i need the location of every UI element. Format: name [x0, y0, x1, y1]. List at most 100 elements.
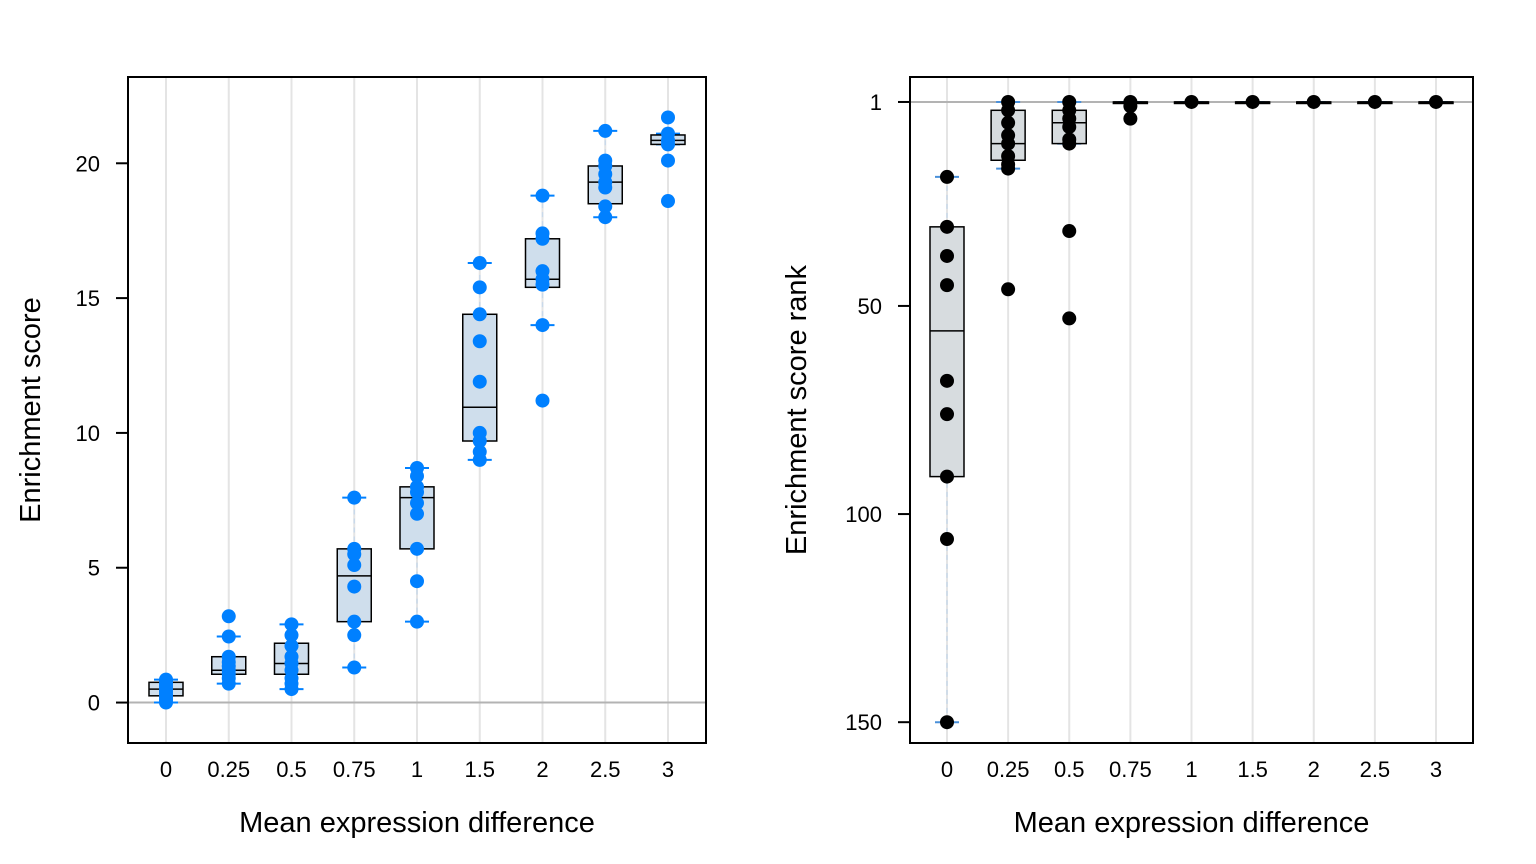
x-tick-label: 0.5 [1054, 757, 1085, 782]
data-point [347, 541, 362, 556]
data-point [284, 628, 299, 643]
data-point [347, 660, 362, 675]
data-point [472, 425, 487, 440]
x-tick-label: 0 [941, 757, 953, 782]
data-point [661, 153, 675, 168]
data-point [598, 153, 613, 168]
x-tick-label: 0.25 [207, 757, 250, 782]
data-point [284, 617, 299, 632]
data-point [347, 579, 362, 594]
x-tick-label: 3 [1430, 757, 1442, 782]
data-point [1184, 94, 1199, 109]
x-tick-label: 1 [411, 757, 423, 782]
data-point [598, 210, 613, 225]
data-point [347, 614, 362, 629]
x-tick-label: 0.25 [987, 757, 1030, 782]
data-point [1123, 111, 1138, 126]
data-point [940, 469, 954, 484]
data-point [661, 110, 675, 125]
data-point [410, 574, 424, 589]
y-tick-label: 20 [76, 151, 100, 176]
data-point [410, 541, 424, 556]
data-point [1429, 94, 1443, 109]
y-tick-label: 1 [870, 90, 882, 115]
data-point [661, 194, 675, 209]
data-point [1062, 119, 1077, 134]
data-point [472, 334, 487, 349]
data-point [284, 638, 299, 653]
data-point [472, 307, 487, 322]
data-point [347, 490, 362, 505]
y-tick-label: 15 [76, 286, 100, 311]
data-point [1001, 282, 1016, 297]
x-tick-label: 0.75 [1109, 757, 1152, 782]
x-tick-label: 0.75 [333, 757, 376, 782]
box-iqr [929, 226, 965, 478]
box-0 [929, 175, 965, 724]
y-axis-title: Enrichment score rank [781, 264, 813, 555]
data-point [1367, 94, 1382, 109]
y-axis-title: Enrichment score [15, 297, 47, 523]
x-tick-label: 2 [536, 757, 548, 782]
data-point [940, 373, 954, 388]
data-point [940, 169, 954, 184]
data-point [472, 280, 487, 295]
plot-frame [909, 76, 1474, 744]
data-point [221, 649, 236, 664]
data-point [410, 479, 424, 494]
x-tick-label: 0 [160, 757, 172, 782]
x-tick-label: 3 [662, 757, 674, 782]
data-point [221, 629, 236, 644]
data-point [661, 126, 675, 141]
data-point [472, 444, 487, 459]
data-point [221, 609, 236, 624]
data-point [1306, 94, 1321, 109]
y-tick-label: 100 [845, 502, 882, 527]
data-point [410, 506, 424, 521]
plot-frame [127, 76, 707, 744]
x-axis-title: Mean expression difference [239, 807, 595, 839]
y-tick-label: 0 [88, 691, 100, 716]
x-tick-label: 2.5 [1360, 757, 1391, 782]
data-point [410, 460, 424, 475]
data-point [535, 188, 550, 203]
data-point [1001, 103, 1016, 118]
data-point [535, 393, 550, 408]
y-tick-label: 5 [88, 556, 100, 581]
x-tick-label: 0.5 [276, 757, 307, 782]
data-point [159, 672, 173, 687]
data-point [472, 256, 487, 271]
data-point [1123, 99, 1138, 114]
data-point [1001, 136, 1016, 151]
data-point [410, 496, 424, 511]
data-point [284, 649, 299, 664]
x-axis-title: Mean expression difference [1014, 807, 1370, 839]
data-point [535, 226, 550, 241]
data-point [940, 248, 954, 263]
data-point [1062, 224, 1077, 239]
data-point [472, 374, 487, 389]
x-tick-label: 2 [1308, 757, 1320, 782]
data-point [347, 558, 362, 573]
x-tick-label: 1 [1185, 757, 1197, 782]
y-tick-label: 50 [858, 294, 882, 319]
data-point [940, 532, 954, 547]
data-point [347, 628, 362, 643]
data-point [1001, 161, 1016, 176]
data-point [940, 407, 954, 422]
x-tick-label: 1.5 [1237, 757, 1268, 782]
data-point [598, 199, 613, 214]
data-point [598, 123, 613, 138]
y-tick-label: 150 [845, 710, 882, 735]
panel-enrichment-score: 0 0.25 0.5 0.75 1 1.5 2 2.5 3 0 5 10 15 20 Mean expres… [15, 76, 707, 839]
data-point [535, 318, 550, 333]
data-point [940, 715, 954, 730]
y-tick-label: 10 [76, 421, 100, 446]
data-point [1001, 115, 1016, 130]
x-tick-label: 2.5 [590, 757, 621, 782]
data-point [1062, 136, 1077, 151]
x-tick-label: 1.5 [464, 757, 495, 782]
data-point [410, 614, 424, 629]
